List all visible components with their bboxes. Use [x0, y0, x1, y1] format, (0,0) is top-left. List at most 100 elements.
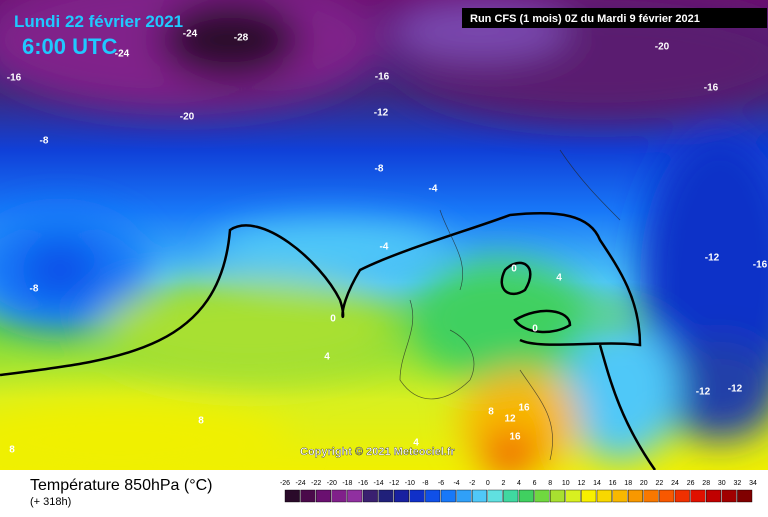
- scale-tick-label: 24: [671, 480, 679, 487]
- scale-tick-label: -8: [422, 480, 428, 487]
- scale-swatch: [737, 489, 753, 503]
- scale-tick-label: -18: [342, 480, 352, 487]
- scale-swatch: [674, 489, 690, 503]
- contour-label: 8: [488, 407, 494, 418]
- contour-label: -28: [234, 33, 249, 44]
- scale-swatch: [643, 489, 659, 503]
- scale-swatch: [550, 489, 566, 503]
- scale-tick-label: 8: [548, 480, 552, 487]
- scale-tick-label: 14: [593, 480, 601, 487]
- scale-swatch: [347, 489, 363, 503]
- scale-swatch: [331, 489, 347, 503]
- scale-tick-label: 6: [533, 480, 537, 487]
- contour-label: -20: [655, 42, 670, 53]
- scale-swatch: [456, 489, 472, 503]
- contour-label: -12: [728, 384, 743, 395]
- scale-swatch: [518, 489, 534, 503]
- scale-swatch: [596, 489, 612, 503]
- scale-tick-label: -6: [438, 480, 444, 487]
- contour-label: 4: [324, 352, 330, 363]
- legend-title: Température 850hPa (°C): [30, 477, 212, 494]
- contour-label: 4: [556, 273, 562, 284]
- contour-label: 16: [518, 403, 530, 414]
- contour-label: 0: [330, 314, 336, 325]
- scale-swatch: [706, 489, 722, 503]
- scale-tick-label: 32: [734, 480, 742, 487]
- contour-label: -4: [380, 242, 389, 253]
- contour-label: -16: [704, 83, 719, 94]
- scale-swatch: [409, 489, 425, 503]
- scale-swatch: [659, 489, 675, 503]
- scale-tick-label: -20: [327, 480, 337, 487]
- scale-tick-label: 12: [578, 480, 586, 487]
- scale-tick-label: -26: [280, 480, 290, 487]
- scale-swatch: [581, 489, 597, 503]
- scale-swatch: [628, 489, 644, 503]
- scale-tick-label: -22: [311, 480, 321, 487]
- scale-swatch: [440, 489, 456, 503]
- scale-swatch: [487, 489, 503, 503]
- scale-tick-label: 16: [609, 480, 617, 487]
- scale-swatch: [362, 489, 378, 503]
- scale-tick-label: 22: [656, 480, 664, 487]
- scale-tick-label: -16: [358, 480, 368, 487]
- zero-isotherm: [0, 212, 657, 471]
- scale-swatch: [284, 489, 300, 503]
- contour-label: -4: [429, 184, 438, 195]
- scale-tick-label: 4: [517, 480, 521, 487]
- run-banner: [462, 8, 767, 28]
- scale-swatch: [612, 489, 628, 503]
- scale-swatch: [503, 489, 519, 503]
- coastlines: [399, 149, 621, 461]
- contour-label: 8: [198, 416, 204, 427]
- contour-label: -12: [374, 108, 389, 119]
- legend-subtitle: (+ 318h): [30, 496, 71, 508]
- scale-tick-label: -24: [296, 480, 306, 487]
- scale-tick-label: 10: [562, 480, 570, 487]
- contour-label: -20: [180, 112, 195, 123]
- contour-label: 4: [413, 438, 419, 449]
- scale-tick-label: 20: [640, 480, 648, 487]
- scale-tick-label: -10: [405, 480, 415, 487]
- contour-label: -8: [30, 284, 39, 295]
- valid-date: Lundi 22 février 2021: [14, 12, 183, 31]
- contour-label: 12: [504, 414, 516, 425]
- valid-time: 6:00 UTC: [22, 34, 117, 59]
- temperature-field: [0, 0, 768, 480]
- scale-tick-label: 28: [702, 480, 710, 487]
- scale-swatch: [565, 489, 581, 503]
- scale-swatch: [394, 489, 410, 503]
- scale-tick-label: 34: [749, 480, 757, 487]
- scale-swatch: [316, 489, 332, 503]
- contour-label: -12: [696, 387, 711, 398]
- scale-tick-label: 30: [718, 480, 726, 487]
- contour-label: -24: [183, 29, 198, 40]
- contour-label: -8: [375, 164, 384, 175]
- contour-label: 0: [511, 264, 517, 275]
- contour-label: -8: [40, 136, 49, 147]
- contour-label: -12: [705, 253, 720, 264]
- scale-swatch: [425, 489, 441, 503]
- scale-swatch: [300, 489, 316, 503]
- contour-label: -16: [753, 260, 768, 271]
- contour-label: -24: [115, 49, 130, 60]
- scale-swatch: [472, 489, 488, 503]
- contour-label: 16: [509, 432, 521, 443]
- run-info: Run CFS (1 mois) 0Z du Mardi 9 février 2…: [470, 13, 700, 25]
- scale-tick-label: -4: [453, 480, 459, 487]
- contour-label: -16: [375, 72, 390, 83]
- contour-label: 0: [532, 324, 538, 335]
- scale-swatch: [721, 489, 737, 503]
- scale-tick-label: -2: [469, 480, 475, 487]
- color-scale: -26 -24 -22 -20 -18 -16 -14 -12 -10 -8 -6 -4 -2 0 2 4 6 8…: [280, 480, 757, 503]
- scale-swatch: [378, 489, 394, 503]
- scale-swatch: [534, 489, 550, 503]
- scale-swatch: [690, 489, 706, 503]
- scale-tick-label: 18: [624, 480, 632, 487]
- scale-tick-label: 0: [486, 480, 490, 487]
- copyright: Copyright © 2021 Meteociel.fr: [300, 446, 456, 458]
- scale-tick-label: -14: [374, 480, 384, 487]
- scale-tick-label: -12: [389, 480, 399, 487]
- contour-label: -16: [7, 73, 22, 84]
